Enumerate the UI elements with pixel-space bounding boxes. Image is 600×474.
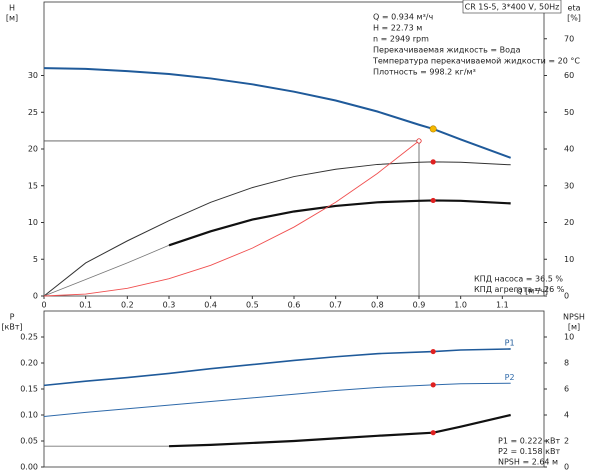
- y2-tick-label: 6: [564, 385, 569, 394]
- plot-frame: [43, 310, 545, 468]
- chart-title: CR 1S-5, 3*400 V, 50Hz: [465, 3, 560, 12]
- y-axis-title: H: [9, 4, 15, 13]
- info-line: n = 2949 rpm: [373, 35, 429, 44]
- x-tick-label: 1.1: [496, 301, 509, 310]
- info-line: Температура перекачиваемой жидкости = 20…: [372, 57, 580, 66]
- y2-tick-label: 2: [564, 437, 569, 446]
- note-line: P2 = 0.158 кВт: [498, 447, 560, 456]
- y-tick-label: 5: [33, 255, 38, 264]
- curve-label: P2: [505, 373, 515, 382]
- y-tick-label: 0.15: [20, 385, 38, 394]
- operating-point: [430, 430, 436, 436]
- guide-point: [416, 138, 422, 144]
- y-tick-label: 20: [28, 145, 38, 154]
- y2-tick-label: 50: [564, 108, 574, 117]
- x-tick-label: 0.9: [413, 301, 426, 310]
- title-box: [462, 0, 562, 14]
- y2-axis-title: NPSH: [563, 313, 585, 322]
- note-line: КПД насоса = 36.5 %: [474, 275, 563, 284]
- x-tick-label: 0.3: [163, 301, 176, 310]
- y2-tick-label: 10: [564, 255, 574, 264]
- y2-tick-label: 8: [564, 359, 569, 368]
- operating-point: [430, 197, 436, 204]
- info-line: H = 22.73 м: [373, 24, 422, 33]
- y2-tick-label: 0: [564, 292, 569, 301]
- y-axis-title: P: [10, 313, 15, 322]
- y2-axis-unit: [м]: [568, 323, 580, 332]
- y-tick-label: 0.05: [20, 437, 38, 446]
- y-tick-label: 15: [28, 181, 38, 190]
- curve: [43, 244, 170, 297]
- x-tick-label: 0.4: [204, 301, 217, 310]
- info-line: Q = 0.934 м³/ч: [373, 13, 433, 22]
- curve: [43, 67, 512, 159]
- operating-point: [430, 348, 436, 355]
- y2-tick-label: 30: [564, 181, 574, 190]
- y-tick-label: 25: [28, 108, 38, 117]
- x-tick-label: 0: [41, 301, 46, 310]
- y-tick-label: 0.00: [20, 463, 38, 472]
- curve: [43, 382, 511, 418]
- y2-axis-unit: [%]: [567, 14, 581, 23]
- y2-tick-label: 20: [564, 218, 574, 227]
- note-line: NPSH = 2.64 м: [498, 458, 558, 467]
- operating-point: [429, 125, 437, 133]
- x-tick-label: 0.6: [288, 301, 301, 310]
- y-tick-label: 10: [28, 218, 38, 227]
- y2-tick-label: 0: [564, 463, 569, 472]
- info-line: Перекачиваемая жидкость = Вода: [373, 46, 521, 55]
- y-tick-label: 0: [33, 292, 38, 301]
- y2-tick-label: 4: [564, 411, 569, 420]
- curve: [43, 161, 511, 297]
- y2-axis-title: eta: [568, 4, 581, 13]
- y2-tick-label: 70: [564, 34, 574, 43]
- info-line: Плотность = 998.2 кг/м³: [373, 68, 476, 77]
- x-tick-label: 0.1: [79, 301, 92, 310]
- y2-tick-label: 60: [564, 71, 574, 80]
- operating-point: [430, 159, 436, 165]
- note-line: КПД агрегата = 26 %: [474, 285, 565, 294]
- x-tick-label: 1.0: [454, 301, 467, 310]
- y-tick-label: 0.25: [20, 333, 38, 342]
- note-line: P1 = 0.222 кВт: [498, 437, 560, 446]
- y-axis-unit: [кВт]: [1, 323, 22, 332]
- y2-tick-label: 10: [564, 333, 574, 342]
- x-tick-label: 0.7: [329, 301, 342, 310]
- y-tick-label: 0.10: [20, 411, 38, 420]
- x-tick-label: 0.8: [371, 301, 384, 310]
- curve: [43, 348, 511, 387]
- curve: [43, 140, 420, 297]
- y-tick-label: 0.20: [20, 359, 38, 368]
- curve: [168, 413, 511, 448]
- y-tick-label: 30: [28, 71, 38, 80]
- curve: [168, 199, 511, 247]
- curve-label: P1: [505, 338, 515, 347]
- y-axis-unit: [м]: [6, 14, 18, 23]
- operating-point: [430, 382, 436, 388]
- y2-tick-label: 40: [564, 145, 574, 154]
- x-tick-label: 0.2: [121, 301, 134, 310]
- x-tick-label: 0.5: [246, 301, 259, 310]
- x-axis-title: Q [м³/ч]: [516, 287, 548, 296]
